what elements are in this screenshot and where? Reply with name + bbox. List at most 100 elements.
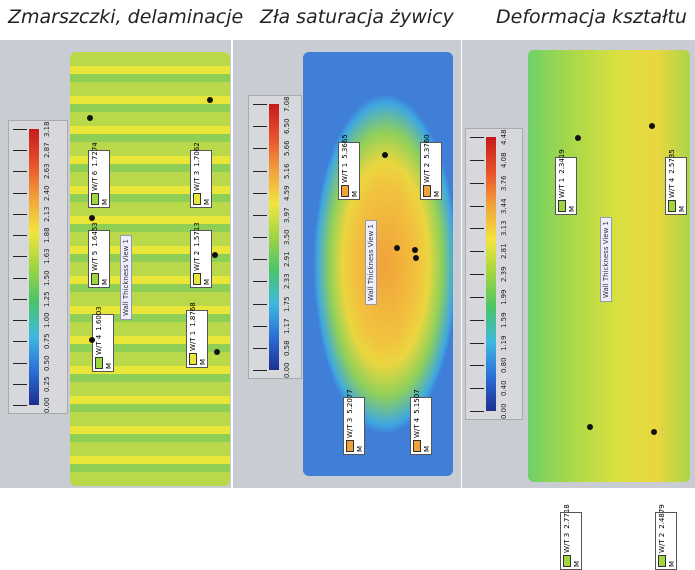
callout-unit: M <box>422 400 432 452</box>
scale-tick-label: 3.76 <box>500 175 508 191</box>
callout-row: W/T 11.8768 <box>188 313 198 365</box>
scale-tick <box>253 193 267 194</box>
scale-tick <box>253 259 267 260</box>
scale-tick <box>13 278 27 279</box>
scale-tick <box>470 228 484 229</box>
scale-tick-label: 0.25 <box>43 376 51 392</box>
callout-unit: M <box>198 313 208 365</box>
callout-unit: M <box>100 233 110 285</box>
callout-value: 1.6003 <box>95 306 103 331</box>
scale-tick <box>13 299 27 300</box>
scale-tick-label: 3.18 <box>43 121 51 137</box>
probe-point <box>394 245 400 251</box>
probe-point <box>382 152 388 158</box>
panel-title: Zmarszczki, delaminacje <box>8 6 243 28</box>
scale-tick <box>470 160 484 161</box>
scale-tick <box>253 370 267 371</box>
scale-tick-label: 1.63 <box>43 249 51 265</box>
view-label: Wall Thickness View 1 <box>600 217 612 302</box>
scale-tick-label: 2.81 <box>500 244 508 260</box>
scale-tick <box>13 214 27 215</box>
callout-label: W/T 3 <box>346 418 354 438</box>
scale-tick <box>470 297 484 298</box>
scale-tick-label: 0.00 <box>500 403 508 419</box>
callout-value: 2.5735 <box>668 149 676 174</box>
callout-value: 1.6453 <box>91 222 99 247</box>
callout-row: W/T 35.2077 <box>345 400 355 452</box>
scale-tick <box>253 304 267 305</box>
callout-value: 5.1507 <box>413 389 421 414</box>
callout-label: W/T 2 <box>193 251 201 271</box>
scale-tick-label: 3.44 <box>500 198 508 214</box>
scale-tick <box>470 251 484 252</box>
scale-tick <box>13 363 27 364</box>
probe-point <box>89 215 95 221</box>
scale-tick-label: 4.08 <box>500 152 508 168</box>
scale-tick <box>470 365 484 366</box>
probe-point <box>207 97 213 103</box>
scale-tick <box>13 341 27 342</box>
probe-point <box>412 247 418 253</box>
scale-tick <box>253 126 267 127</box>
scale-tick-label: 2.13 <box>43 206 51 222</box>
scale-tick-label: 4.48 <box>500 129 508 145</box>
callout-value: 5.3665 <box>341 134 349 159</box>
callout-row: W/T 42.5735 <box>667 160 677 212</box>
probe-point <box>413 255 419 261</box>
probe-point <box>87 115 93 121</box>
scale-tick-label: 0.00 <box>283 362 291 378</box>
scale-tick-label: 2.91 <box>283 252 291 268</box>
scale-tick <box>13 384 27 385</box>
scale-tick <box>253 237 267 238</box>
scale-tick <box>470 137 484 138</box>
scale-tick-label: 0.75 <box>43 334 51 350</box>
callout-row: W/T 51.6453 <box>90 233 100 285</box>
scale-tick-label: 3.13 <box>500 221 508 237</box>
scale-tick-label: 0.40 <box>500 381 508 397</box>
probe-point <box>214 349 220 355</box>
scale-tick-label: 1.75 <box>283 296 291 312</box>
callout-unit: M <box>667 515 677 567</box>
callout-row: W/T 61.7274 <box>90 153 100 205</box>
scale-tick <box>13 171 27 172</box>
callout-unit: M <box>202 233 212 285</box>
panel-title: Zła saturacja żywicy <box>260 6 454 28</box>
callout-label: W/T 1 <box>189 331 197 351</box>
scale-tick <box>253 148 267 149</box>
callout-value: 1.8768 <box>189 302 197 327</box>
probe-point <box>575 135 581 141</box>
scale-tick-label: 2.87 <box>43 143 51 159</box>
scale-bar <box>29 129 39 405</box>
callout-unit: M <box>350 145 360 197</box>
scale-tick <box>13 320 27 321</box>
callout-label: W/T 3 <box>193 171 201 191</box>
probe-point <box>212 252 218 258</box>
scale-tick-label: 5.66 <box>283 141 291 157</box>
callout-row: W/T 25.3760 <box>422 145 432 197</box>
callout-label: W/T 4 <box>413 418 421 438</box>
scale-tick <box>13 129 27 130</box>
scale-tick <box>253 215 267 216</box>
probe-point <box>89 337 95 343</box>
scale-tick <box>470 411 484 412</box>
panel-title: Deformacja kształtu <box>496 6 687 28</box>
callout-row: W/T 45.1507 <box>412 400 422 452</box>
scale-tick <box>253 281 267 282</box>
scale-tick <box>470 183 484 184</box>
callout-label: W/T 2 <box>658 533 666 553</box>
scale-tick-label: 1.50 <box>43 270 51 286</box>
callout-unit: M <box>572 515 582 567</box>
